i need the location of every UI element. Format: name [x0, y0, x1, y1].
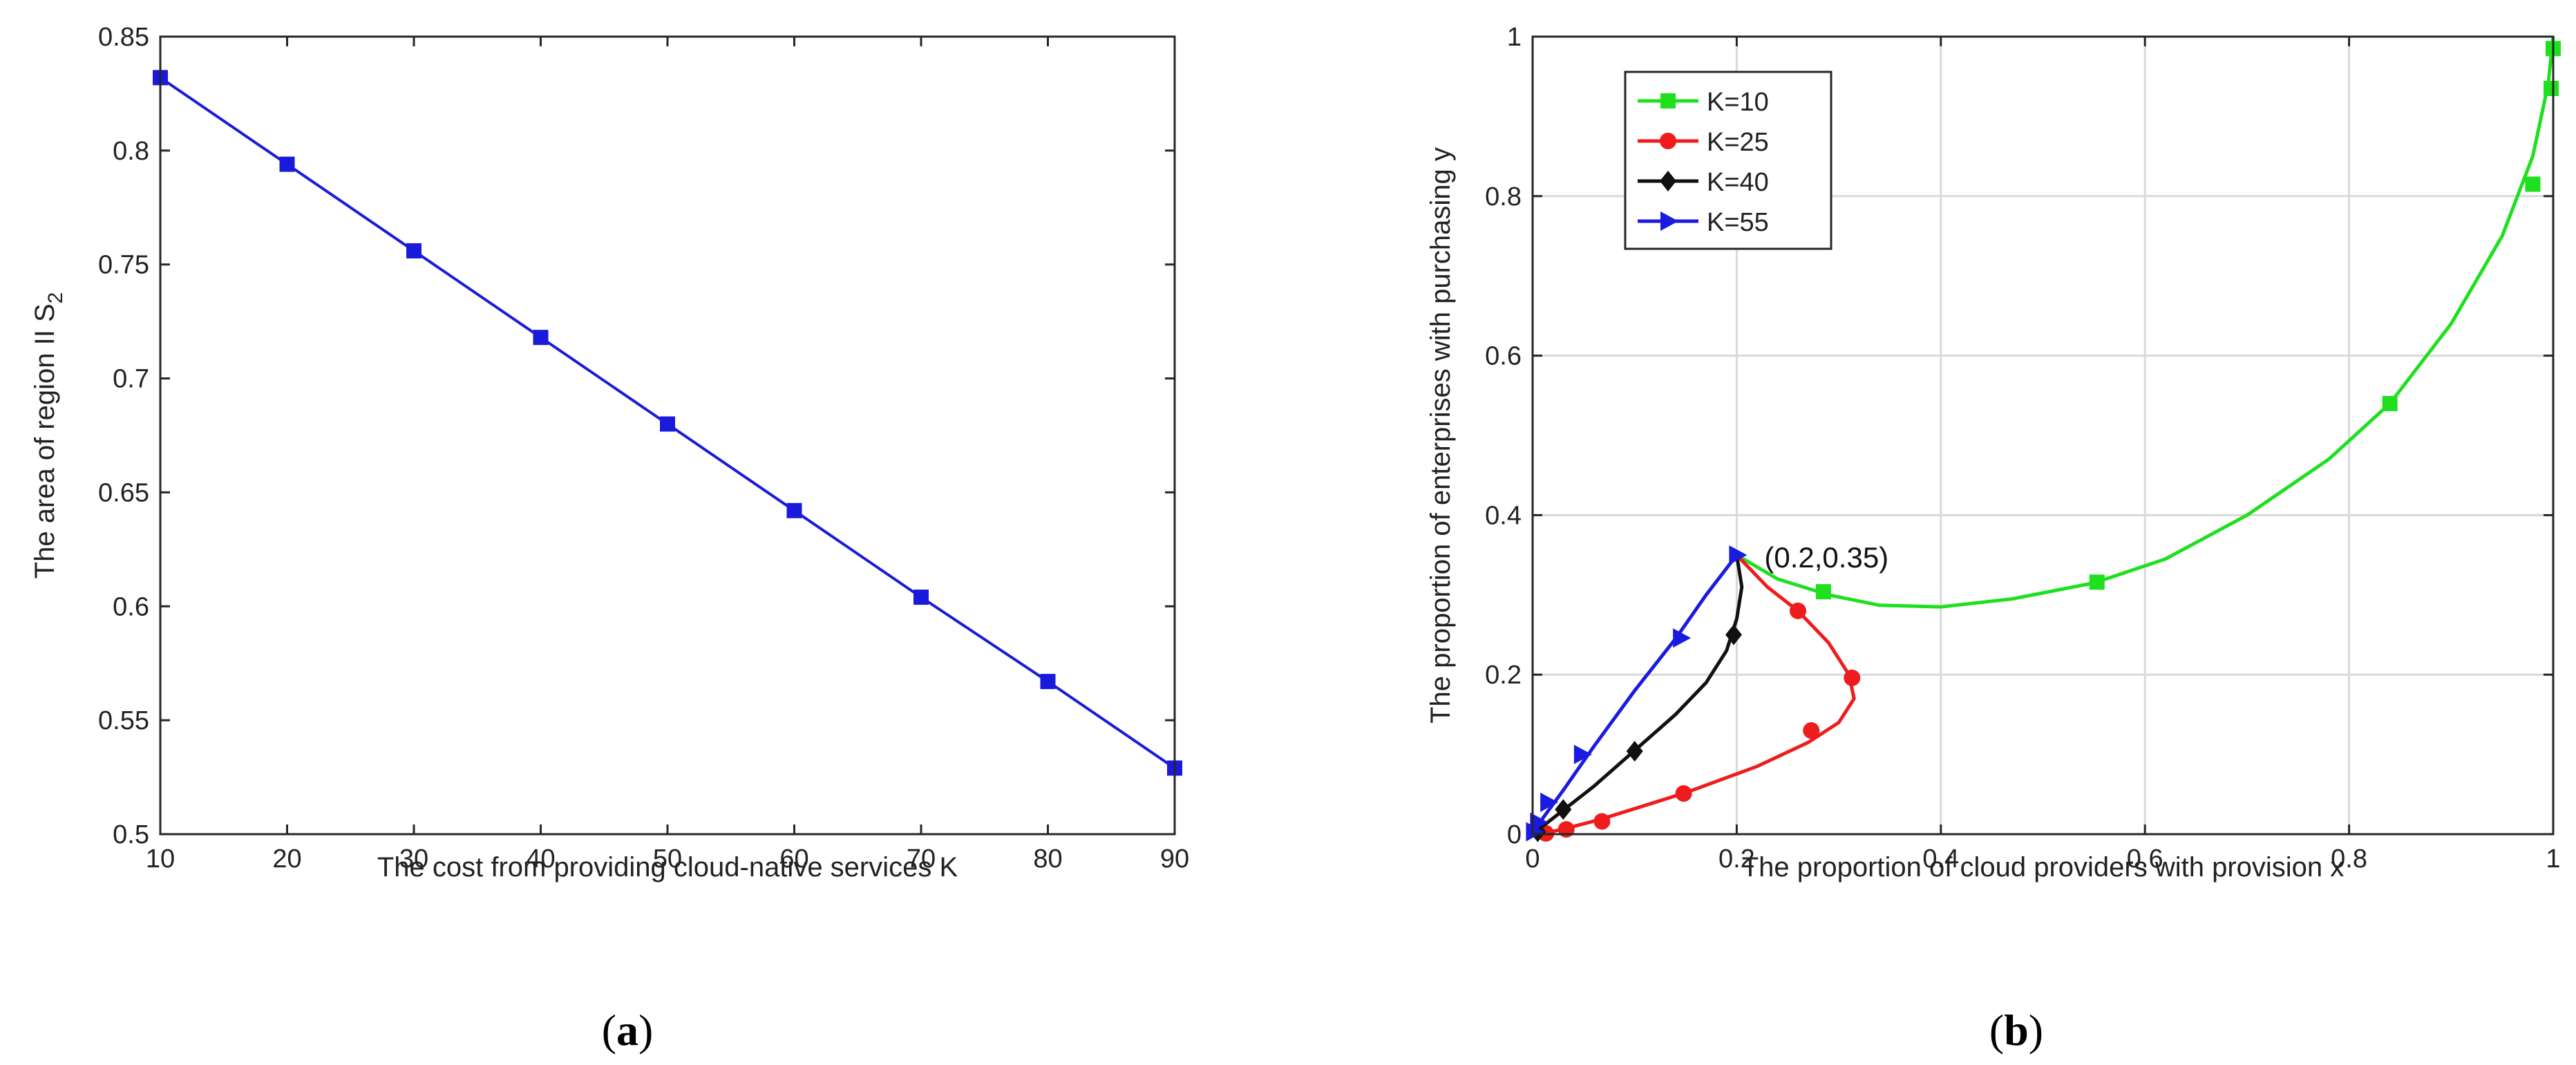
panel-a-y-axis-title-main: The area of region II S — [30, 303, 60, 578]
panel-b-legend-label-k-40: K=40 — [1707, 168, 1769, 197]
panel-b-caption-close: ) — [2029, 1006, 2043, 1055]
panel-b-legend-marker-k-55 — [1660, 211, 1678, 231]
panel-b-marker-k-25 — [1790, 602, 1807, 619]
panel-b-marker-k-55 — [1540, 792, 1559, 812]
panel-b-marker-k-25 — [1803, 722, 1820, 739]
panel-b-legend-label-k-10: K=10 — [1707, 88, 1769, 117]
panel-a-data-point — [279, 156, 295, 172]
panel-b-caption-open: ( — [1989, 1006, 2004, 1055]
panel-a-series — [153, 70, 1182, 776]
panel-a-x-tick-label: 50 — [653, 845, 682, 874]
panel-a-x-tick-label: 90 — [1160, 845, 1189, 874]
panel-b-marker-k-25 — [1675, 785, 1692, 802]
panel-a-x-tick-label: 30 — [399, 845, 428, 874]
panel-a-data-point — [786, 502, 802, 518]
panel-b-marker-k-25 — [1844, 669, 1861, 686]
panel-b-tick-labels: 0 0.2 0.4 0.6 0.8 1 0 0.2 0.4 0.6 0.8 1 — [1485, 23, 2560, 874]
panel-a-caption-open: ( — [602, 1006, 616, 1055]
panel-b-legend: K=10 K=25 K=40 K=55 — [1624, 70, 1832, 250]
panel-b-y-tick-label: 0 — [1507, 820, 1522, 849]
panel-a-y-tick-label: 0.65 — [98, 478, 149, 507]
panel-b-marker-k-55 — [1526, 822, 1544, 842]
panel-b-legend-label-k-55: K=55 — [1707, 208, 1769, 237]
panel-b-plot-frame — [1531, 35, 2555, 836]
panel-b-legend-marker-k-25 — [1660, 133, 1676, 149]
panel-a-caption-letter: a — [616, 1006, 638, 1055]
panel-b-marker-k-40 — [1626, 740, 1643, 762]
panel-b-series-line-k-10 — [1736, 36, 2555, 609]
panel-b-y-tick-label: 0.2 — [1485, 661, 1522, 690]
panel-a-y-tick-label: 0.7 — [113, 365, 149, 394]
panel-a-x-tick-label: 40 — [526, 845, 555, 874]
panel-b-x-axis-title: The proportion of cloud providers with p… — [1742, 852, 2345, 883]
panel-a-y-tick-label: 0.85 — [98, 23, 149, 52]
panel-b-x-tick-label: 0.8 — [2331, 845, 2367, 874]
panel-a-ticks — [159, 35, 1176, 836]
panel-a-data-point — [533, 330, 549, 346]
panel-b-marker-k-40 — [1725, 624, 1742, 645]
panel-b-caption-letter: b — [2004, 1006, 2029, 1055]
panel-a-y-tick-label: 0.6 — [113, 592, 149, 621]
panel-b-marker-k-25 — [1593, 813, 1611, 830]
panel-a-caption-close: ) — [638, 1006, 653, 1055]
panel-b-marker-k-10 — [2544, 81, 2559, 97]
panel-a-data-point — [913, 590, 929, 605]
panel-b: 0 0.2 0.4 0.6 0.8 100.20.40.60.81 (0.2,0.35) … — [1426, 23, 2561, 1055]
panel-a-x-tick-label: 20 — [272, 845, 301, 874]
panel-b-legend-marker-k-10 — [1660, 93, 1676, 109]
panel-a-data-point — [1040, 674, 1056, 690]
panel-a-y-tick-label: 0.5 — [113, 820, 149, 849]
panel-a-x-tick-label: 80 — [1033, 845, 1062, 874]
panel-b-y-tick-label: 1 — [1507, 23, 1522, 52]
panel-b-caption: (b) — [1989, 1006, 2043, 1055]
panel-a-x-tick-label: 70 — [907, 845, 936, 874]
panel-a-plot-frame — [159, 35, 1176, 836]
panel-a: 10 20 30 40 50 60 70 80 90 0.5 0.55 0.6 0.65 0.7 0.75 0… — [30, 23, 1189, 1055]
panel-b-x-tick-label: 0.2 — [1718, 845, 1755, 874]
panel-a-caption: (a) — [602, 1006, 654, 1055]
panel-a-data-point — [406, 243, 422, 258]
panel-b-marker-k-55 — [1673, 628, 1692, 648]
panel-b-x-tick-label: 1 — [2546, 845, 2560, 874]
panel-a-y-tick-label: 0.75 — [98, 251, 149, 280]
panel-a-x-tick-label: 60 — [779, 845, 808, 874]
panel-b-marker-k-10 — [1815, 584, 1831, 600]
panel-b-y-tick-label: 0.6 — [1485, 342, 1522, 371]
panel-a-x-tick-label: 10 — [146, 845, 175, 874]
panel-a-y-tick-label: 0.55 — [98, 706, 149, 735]
panel-a-y-axis-title: The area of region II S2 — [30, 292, 67, 579]
panel-b-marker-k-10 — [2525, 176, 2541, 192]
panel-b-marker-k-55 — [1573, 744, 1592, 764]
panel-b-x-tick-label: 0.6 — [2127, 845, 2163, 874]
panel-b-series-line-k-40 — [1531, 554, 1744, 836]
panel-b-y-axis-title: The proportion of enterprises with purch… — [1426, 147, 1456, 724]
panel-b-x-tick-label: 0.4 — [1922, 845, 1959, 874]
panel-b-legend-label-k-25: K=25 — [1707, 128, 1769, 157]
panel-b-series-line-k-55 — [1531, 554, 1739, 836]
panel-a-y-axis-title-subscript: 2 — [44, 292, 67, 304]
panel-b-annotation: (0.2,0.35) — [1764, 541, 1888, 574]
panel-b-y-tick-label: 0.4 — [1485, 501, 1522, 530]
panel-b-marker-k-55 — [1729, 545, 1748, 565]
panel-a-tick-labels: 10 20 30 40 50 60 70 80 90 0.5 0.55 0.6 0.65 0.7 0.75 0… — [98, 23, 1189, 874]
panel-b-x-tick-label: 0 — [1525, 845, 1540, 874]
panel-b-marker-k-10 — [2089, 574, 2105, 590]
panel-b-marker-k-40 — [1555, 799, 1572, 820]
panel-b-series-line-k-25 — [1532, 554, 1856, 836]
panel-b-legend-marker-k-40 — [1660, 171, 1676, 191]
panel-a-x-axis-title: The cost from providing cloud-native ser… — [377, 852, 958, 883]
panel-b-y-tick-label: 0.8 — [1485, 182, 1522, 211]
panel-b-marker-k-10 — [2382, 395, 2398, 411]
panel-a-data-point — [660, 416, 675, 432]
panel-a-y-tick-label: 0.8 — [113, 137, 149, 166]
